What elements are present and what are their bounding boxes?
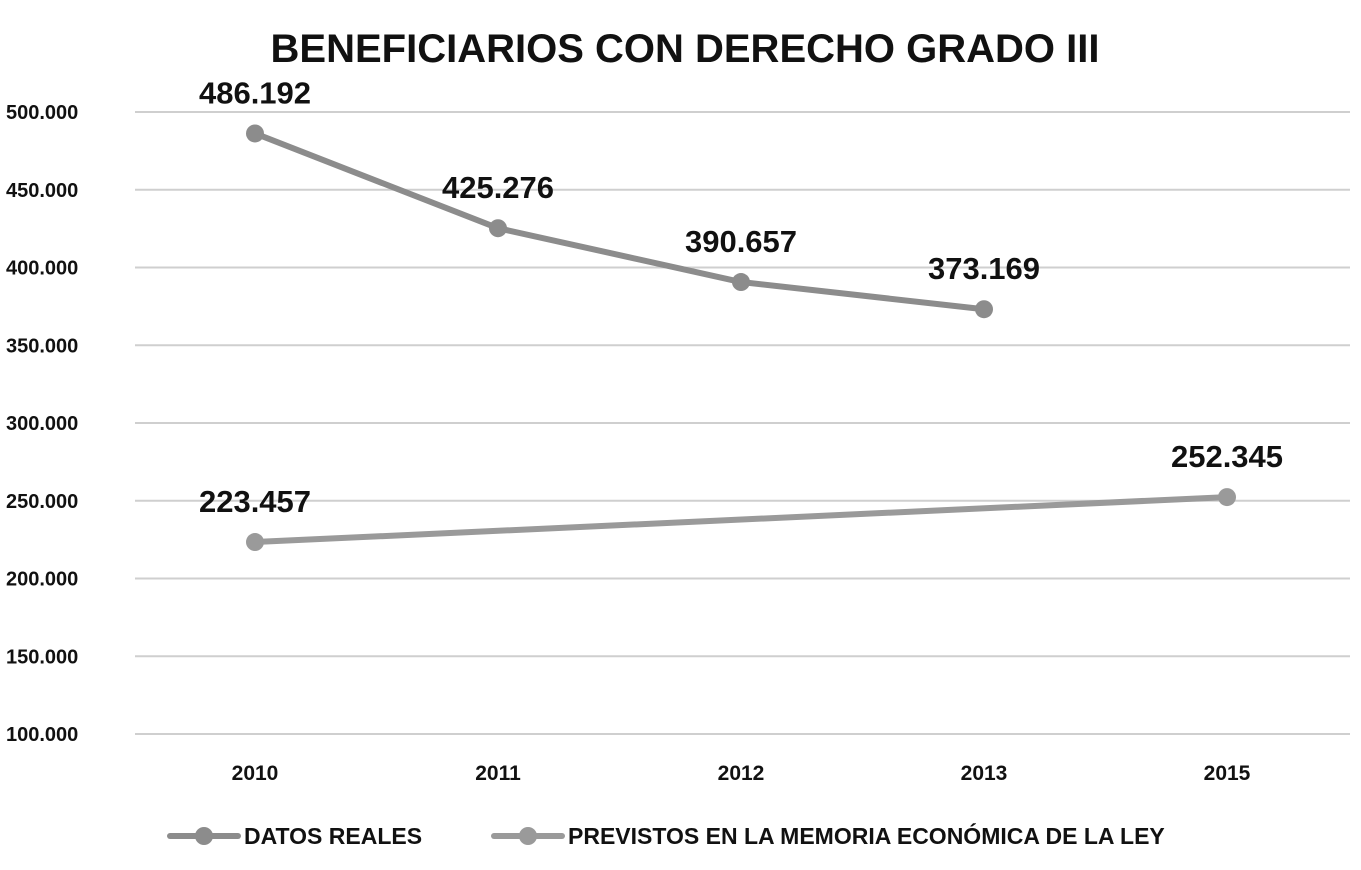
series-lines [246,124,1236,552]
y-tick-label: 100.000 [6,724,78,746]
data-labels: 486.192 425.276 390.657 373.169 223.457 252.3… [199,75,1283,519]
x-tick-label: 2015 [1204,762,1251,785]
y-tick-label: 450.000 [6,180,78,202]
data-label: 486.192 [199,75,311,110]
data-point [975,300,993,319]
data-point [246,124,264,143]
data-point [1218,488,1236,507]
legend: DATOS REALES PREVISTOS EN LA MEMORIA ECON… [167,822,1165,849]
data-label: 252.345 [1171,439,1283,474]
legend-label: PREVISTOS EN LA MEMORIA ECONÓMICA DE LA … [568,822,1165,849]
y-tick-label: 250.000 [6,491,78,513]
data-label: 373.169 [928,251,1040,286]
data-point [489,219,507,238]
y-tick-label: 400.000 [6,258,78,280]
data-label: 390.657 [685,224,797,259]
legend-label: DATOS REALES [244,823,422,849]
y-tick-label: 300.000 [6,413,78,435]
legend-marker [195,827,213,845]
data-point [732,273,750,292]
data-label: 425.276 [442,170,554,205]
x-tick-label: 2010 [232,762,279,785]
x-tick-label: 2013 [961,762,1008,785]
x-tick-label: 2012 [718,762,765,785]
series-line-1 [252,494,1230,546]
chart-title: BENEFICIARIOS CON DERECHO GRADO III [271,27,1100,71]
y-tick-label: 200.000 [6,569,78,591]
data-label: 223.457 [199,484,311,519]
y-tick-label: 350.000 [6,335,78,357]
x-axis-ticks: 2010 2011 2012 2013 2015 [232,762,1251,785]
data-point [246,533,264,552]
y-tick-label: 500.000 [6,102,78,124]
x-tick-label: 2011 [475,762,521,785]
legend-marker [519,827,537,845]
gridlines [135,111,1350,735]
series-line-0 [252,130,987,313]
y-axis-ticks: 100.000 150.000 200.000 250.000 300.000 350.0… [6,102,78,746]
y-tick-label: 150.000 [6,646,78,668]
